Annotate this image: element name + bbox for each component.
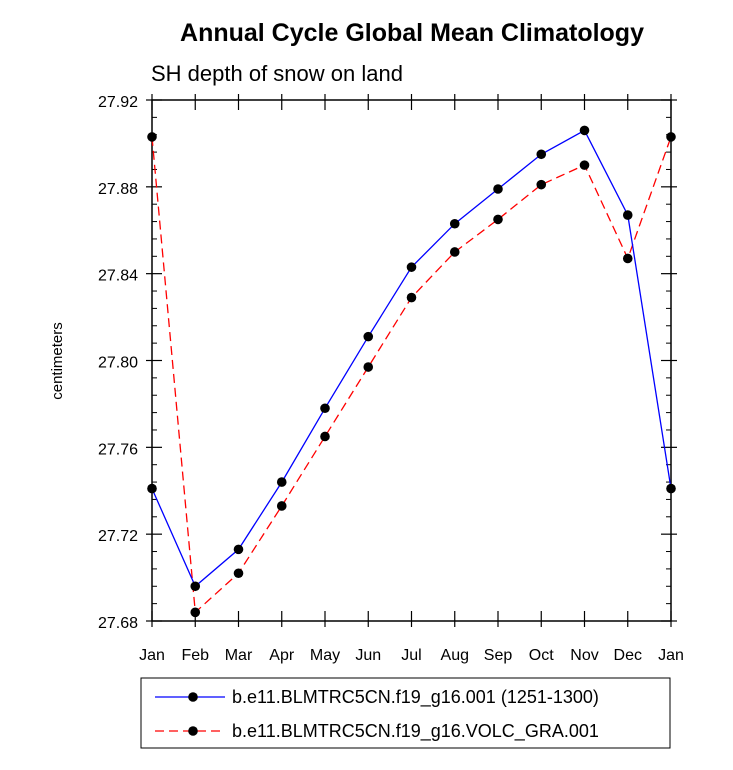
x-tick-label: Nov <box>570 647 598 664</box>
plot-frame <box>151 99 672 622</box>
data-point <box>320 431 330 442</box>
x-tick-label: May <box>310 647 340 664</box>
data-point <box>536 149 547 160</box>
y-tick-label: 27.80 <box>98 355 138 372</box>
y-tick-label: 27.68 <box>98 615 138 632</box>
data-point <box>493 184 503 194</box>
data-point <box>190 607 201 618</box>
legend-box <box>140 677 671 749</box>
legend-marker <box>188 726 198 736</box>
minor-ticks <box>152 116 671 605</box>
data-point <box>233 544 244 555</box>
data-point <box>493 214 503 225</box>
data-point <box>666 483 676 494</box>
y-tick-label: 27.84 <box>98 268 138 285</box>
data-point <box>363 331 374 342</box>
data-point <box>276 477 287 487</box>
legend-label: b.e11.BLMTRC5CN.f19_g16.VOLC_GRA.001 <box>232 721 599 742</box>
data-point <box>406 262 417 272</box>
data-point <box>320 403 330 414</box>
y-tick-labels: 27.68 27.72 27.76 27.80 27.84 27.88 27.92 <box>98 94 138 632</box>
x-tick-label: Jul <box>401 647 421 664</box>
y-tick-label: 27.76 <box>98 441 138 458</box>
x-tick-label: Sep <box>484 647 513 664</box>
series-line <box>151 136 672 614</box>
chart-title: Annual Cycle Global Mean Climatology <box>180 19 644 47</box>
y-tick-label: 27.72 <box>98 528 138 545</box>
x-tick-label: Apr <box>269 647 295 664</box>
data-point <box>666 132 676 142</box>
data-point <box>147 483 157 494</box>
data-point <box>406 292 417 303</box>
data-point <box>449 247 460 257</box>
x-tick-label: Aug <box>441 647 469 664</box>
data-point <box>233 568 244 579</box>
x-tick-label: Dec <box>614 647 642 664</box>
legend: b.e11.BLMTRC5CN.f19_g16.001 (1251-1300) b… <box>140 677 671 749</box>
series-lines <box>151 129 672 614</box>
y-tick-label: 27.88 <box>98 181 138 198</box>
x-tick-label: Jan <box>139 647 165 664</box>
x-tick-label: Mar <box>225 647 253 664</box>
chart-subtitle: SH depth of snow on land <box>151 61 403 86</box>
data-point <box>622 210 633 220</box>
data-point <box>190 581 201 592</box>
x-tick-label: Jun <box>355 647 381 664</box>
series-points <box>147 125 676 618</box>
x-tick-labels: Jan Feb Mar Apr May Jun Jul Aug Sep Oct Nov Dec Jan <box>139 647 684 664</box>
x-tick-label: Jan <box>658 647 684 664</box>
data-point <box>276 501 287 511</box>
data-point <box>363 362 374 372</box>
series-line <box>151 129 672 588</box>
data-point <box>536 179 547 190</box>
data-point <box>449 218 460 229</box>
major-ticks <box>146 94 677 627</box>
data-point <box>579 160 590 170</box>
legend-label: b.e11.BLMTRC5CN.f19_g16.001 (1251-1300) <box>232 687 599 708</box>
x-tick-label: Oct <box>529 647 554 664</box>
data-point <box>579 125 590 136</box>
x-tick-label: Feb <box>181 647 209 664</box>
data-point <box>622 253 633 264</box>
data-point <box>147 132 157 142</box>
y-axis-label: centimeters <box>49 322 66 400</box>
y-tick-label: 27.92 <box>98 94 138 111</box>
legend-marker <box>188 692 198 702</box>
